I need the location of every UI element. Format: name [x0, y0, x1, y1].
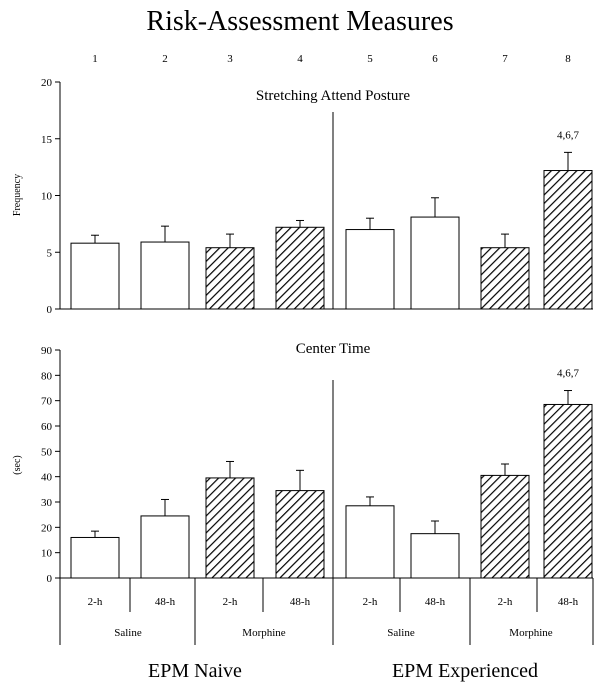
y-tick-label: 30 [41, 497, 53, 509]
bar-8 [543, 403, 593, 579]
y-tick-label: 20 [41, 522, 53, 534]
y-tick-label: 0 [47, 304, 53, 316]
drug-label-4: Morphine [509, 627, 553, 639]
y-tick-label: 0 [47, 573, 53, 585]
time-label-2: 48-h [155, 596, 176, 608]
bar-3 [205, 477, 255, 579]
y-tick-label: 70 [41, 396, 53, 408]
chart-center-time: 0 10 20 30 40 50 60 70 80 90 (sec) Center Time 4,6,7 [12, 341, 593, 585]
bar-3 [205, 247, 255, 310]
y-tick-label: 15 [41, 134, 53, 146]
time-label-7: 2-h [498, 596, 513, 608]
group-number-6: 6 [432, 53, 438, 65]
group-number-7: 7 [502, 53, 508, 65]
bar-5 [345, 505, 395, 579]
bar-2 [140, 515, 190, 579]
drug-label-1: Saline [114, 627, 142, 639]
bar-1 [70, 536, 120, 579]
group-label-epm-experienced: EPM Experienced [392, 660, 538, 682]
bar-4 [275, 490, 325, 579]
y-tick-label: 5 [47, 247, 53, 259]
group-number-5: 5 [367, 53, 373, 65]
category-axis: 2-h 48-h 2-h 48-h 2-h 48-h 2-h 48-h Saline Morphi… [59, 578, 594, 645]
y-tick-label: 10 [41, 191, 53, 203]
bar-7 [480, 474, 530, 579]
bar-5 [345, 229, 395, 310]
bar-6 [410, 533, 460, 579]
group-number-3: 3 [227, 53, 233, 65]
group-label-epm-naive: EPM Naive [148, 660, 242, 682]
y-axis-label: Frequency [12, 174, 23, 216]
bar-6 [410, 216, 460, 310]
time-label-6: 48-h [425, 596, 446, 608]
panel-title: Center Time [296, 341, 371, 357]
bar-4 [275, 226, 325, 310]
bar-1 [70, 242, 120, 310]
time-label-1: 2-h [88, 596, 103, 608]
y-tick-label: 80 [41, 370, 53, 382]
group-number-2: 2 [162, 53, 168, 65]
y-tick-label: 50 [41, 446, 53, 458]
panel-title: Stretching Attend Posture [256, 88, 410, 104]
bar-8 [543, 170, 593, 310]
group-number-4: 4 [297, 53, 303, 65]
y-tick-label: 60 [41, 421, 53, 433]
y-tick-label: 40 [41, 472, 53, 484]
time-label-4: 48-h [290, 596, 311, 608]
drug-label-3: Saline [387, 627, 415, 639]
significance-annotation: 4,6,7 [557, 129, 580, 141]
figure-title: Risk-Assessment Measures [146, 6, 453, 37]
significance-annotation: 4,6,7 [557, 368, 580, 380]
bar-7 [480, 247, 530, 310]
y-tick-label: 10 [41, 548, 53, 560]
group-number-row: 1 2 3 4 5 6 7 8 [92, 53, 571, 65]
y-axis-label: (sec) [12, 455, 23, 474]
group-number-8: 8 [565, 53, 571, 65]
time-label-8: 48-h [558, 596, 579, 608]
y-tick-label: 20 [41, 77, 53, 89]
time-label-3: 2-h [223, 596, 238, 608]
chart-stretching-attend-posture: 0 5 10 15 20 Frequency Stretching Attend Postu… [12, 77, 593, 316]
time-label-5: 2-h [363, 596, 378, 608]
y-tick-label: 90 [41, 345, 53, 357]
drug-label-2: Morphine [242, 627, 286, 639]
bar-2 [140, 241, 190, 310]
group-number-1: 1 [92, 53, 98, 65]
